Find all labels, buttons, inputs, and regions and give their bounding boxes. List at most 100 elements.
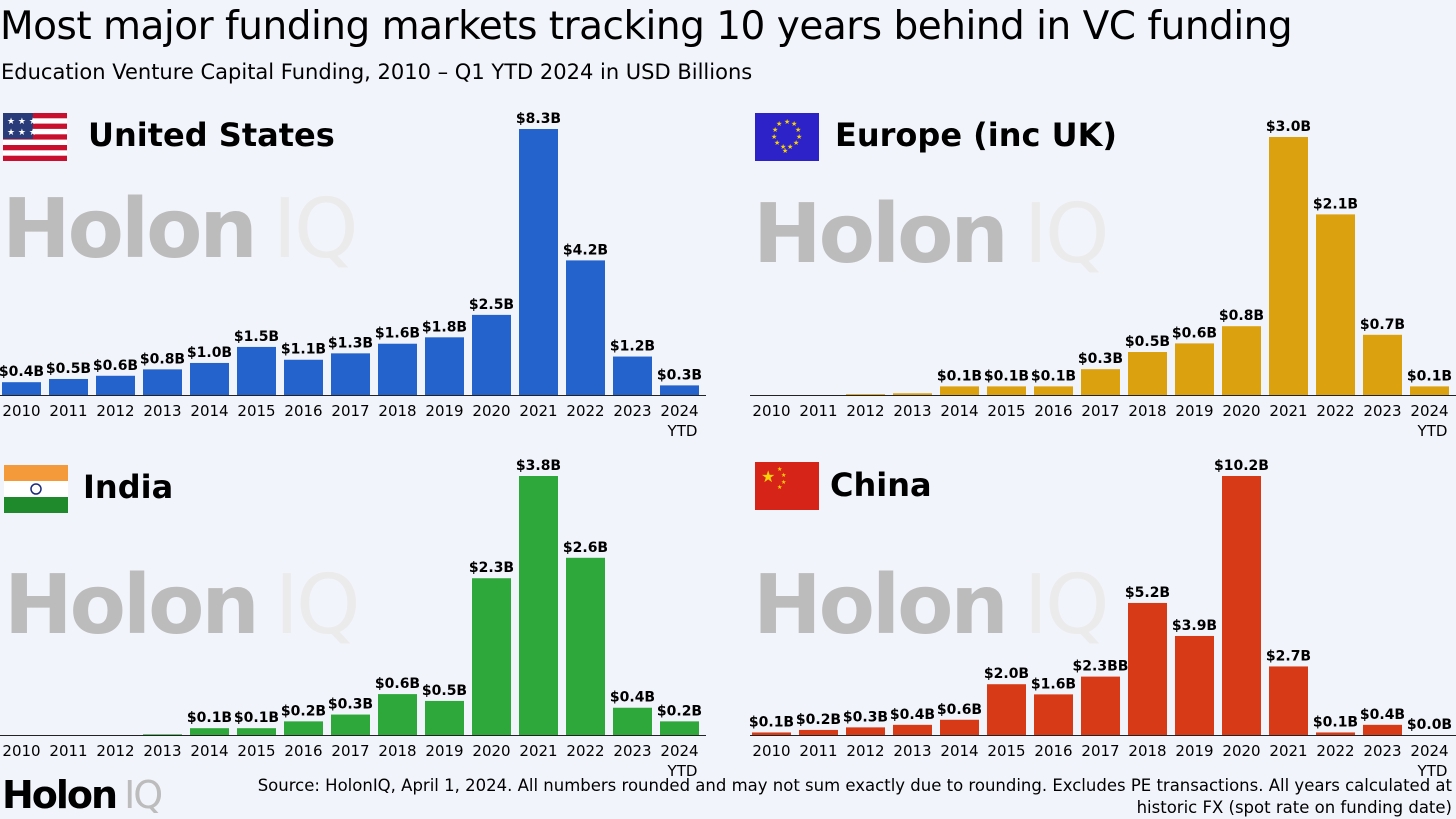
bar-2014	[190, 728, 229, 735]
x-tick-label-2019: 2019	[1175, 742, 1213, 760]
data-label-2023: $1.2B	[610, 339, 655, 355]
bar-2015	[237, 346, 276, 395]
svg-text:★: ★	[796, 133, 802, 141]
bar-2013	[893, 393, 932, 395]
data-label-2011: $0.5B	[46, 361, 91, 377]
x-tick-label-2012: 2012	[96, 402, 134, 420]
data-label-2017: $0.3B	[1078, 351, 1123, 367]
x-tick-label-2015: 2015	[237, 402, 275, 420]
x-tick-label-2014: 2014	[190, 402, 228, 420]
x-tick-label-2019: 2019	[1175, 402, 1213, 420]
data-label-2015: $0.1B	[234, 710, 279, 726]
svg-text:★ ★ ★: ★ ★ ★	[7, 128, 37, 138]
data-label-2015: $0.1B	[984, 368, 1029, 384]
x-tick-label-2014: 2014	[940, 742, 978, 760]
x-tick-label-2023: 2023	[1363, 742, 1401, 760]
bar-2019	[1175, 343, 1214, 395]
svg-text:★: ★	[777, 484, 782, 491]
x-tick-label-2015: 2015	[237, 742, 275, 760]
x-tick-label-2022: 2022	[1316, 402, 1354, 420]
x-tick-label-2022: 2022	[566, 742, 604, 760]
svg-text:★: ★	[776, 120, 782, 128]
data-label-2020: $0.8B	[1219, 308, 1264, 324]
x-tick-label-2017: 2017	[331, 402, 369, 420]
bar-2020	[1222, 326, 1261, 395]
data-label-2021: $8.3B	[516, 111, 561, 127]
bar-2011	[49, 378, 88, 395]
watermark-logo: Holon IQ	[753, 187, 1110, 282]
data-label-2018: $1.6B	[375, 326, 420, 342]
bar-2021	[1269, 666, 1308, 735]
bar-2024	[1410, 386, 1449, 395]
data-label-2012: $0.3B	[843, 709, 888, 725]
data-label-2022: $2.1B	[1313, 196, 1358, 212]
data-label-2021: $3.8B	[516, 458, 561, 474]
page-title: Most major funding markets tracking 10 y…	[0, 4, 1293, 49]
data-label-2021: $2.7B	[1266, 648, 1311, 664]
svg-text:★: ★	[784, 118, 790, 126]
x-tick-sublabel-2024: YTD	[1417, 422, 1448, 440]
x-tick-label-2010: 2010	[752, 402, 790, 420]
bar-2024	[660, 721, 699, 735]
bar-2015	[987, 386, 1026, 395]
data-label-2023: $0.4B	[610, 690, 655, 706]
data-label-2011: $0.2B	[796, 712, 841, 728]
x-tick-label-2022: 2022	[1316, 742, 1354, 760]
svg-text:★: ★	[761, 467, 775, 486]
bar-2015	[987, 684, 1026, 735]
x-tick-label-2014: 2014	[940, 402, 978, 420]
x-tick-sublabel-2024: YTD	[667, 422, 698, 440]
x-tick-label-2016: 2016	[1034, 742, 1072, 760]
x-tick-label-2011: 2011	[799, 742, 837, 760]
bar-2021	[1269, 137, 1308, 395]
panel-united-states: ★ ★ ★ ★ ★ ★ United States Holon IQ $0.4B 2…	[0, 105, 706, 445]
svg-text:★: ★	[791, 120, 797, 128]
panel-china: ★ ★ ★ ★ ★ China Holon IQ $0.1B 2010 $0.2B 20…	[749, 445, 1456, 785]
bar-2023	[1363, 334, 1402, 395]
chart-europe: 2010 2011 2012 2013 $0.1B 2014 $0.1B 2015 $0.1B 2…	[750, 119, 1456, 440]
x-tick-label-2024: 2024	[660, 742, 698, 760]
data-label-2015: $2.0B	[984, 666, 1029, 682]
bar-2022	[1316, 732, 1355, 735]
x-tick-label-2023: 2023	[613, 402, 651, 420]
data-label-2014: $1.0B	[187, 345, 232, 361]
x-tick-label-2024: 2024	[1410, 742, 1448, 760]
bar-2020	[472, 314, 511, 395]
bar-2019	[425, 337, 464, 395]
x-tick-label-2010: 2010	[2, 742, 40, 760]
data-label-2010: $0.4B	[0, 364, 44, 380]
chart-india: 2010 2011 2012 2013 $0.1B 2014 $0.1B 2015 $0.2B 2…	[0, 458, 706, 780]
data-label-2023: $0.4B	[1360, 707, 1405, 723]
bar-2023	[1363, 724, 1402, 735]
x-tick-label-2020: 2020	[472, 742, 510, 760]
data-label-2024: $0.0B	[1407, 717, 1452, 733]
data-label-2022: $4.2B	[563, 242, 608, 258]
svg-text:★: ★	[777, 466, 782, 473]
bar-2019	[425, 700, 464, 735]
x-tick-sublabel-2024: YTD	[1417, 762, 1448, 780]
data-label-2016: $0.1B	[1031, 368, 1076, 384]
x-tick-label-2012: 2012	[846, 402, 884, 420]
x-tick-label-2018: 2018	[378, 742, 416, 760]
data-label-2019: $3.9B	[1172, 618, 1217, 634]
x-tick-label-2022: 2022	[566, 402, 604, 420]
watermark-logo: Holon IQ	[2, 182, 359, 277]
page-subtitle: Education Venture Capital Funding, 2010 …	[1, 60, 753, 84]
x-tick-label-2017: 2017	[331, 742, 369, 760]
bar-2022	[566, 557, 605, 735]
data-label-2023: $0.7B	[1360, 317, 1405, 333]
data-label-2017: $2.3BB	[1073, 659, 1129, 675]
bar-2024	[660, 385, 699, 395]
x-tick-label-2018: 2018	[1128, 742, 1166, 760]
data-label-2018: $0.6B	[375, 676, 420, 692]
bar-2015	[237, 728, 276, 735]
chart-united-states: $0.4B 2010 $0.5B 2011 $0.6B 2012 $0.8B 2013 $1.0…	[0, 111, 706, 440]
x-tick-label-2013: 2013	[893, 402, 931, 420]
bar-2013	[143, 734, 182, 735]
source-note: Source: HolonIQ, April 1, 2024. All numb…	[257, 776, 1452, 817]
data-label-2022: $0.1B	[1313, 714, 1358, 730]
data-label-2012: $0.6B	[93, 358, 138, 374]
bar-2020	[1222, 476, 1261, 735]
watermark-logo: Holon IQ	[4, 558, 361, 653]
data-label-2018: $0.5B	[1125, 334, 1170, 350]
